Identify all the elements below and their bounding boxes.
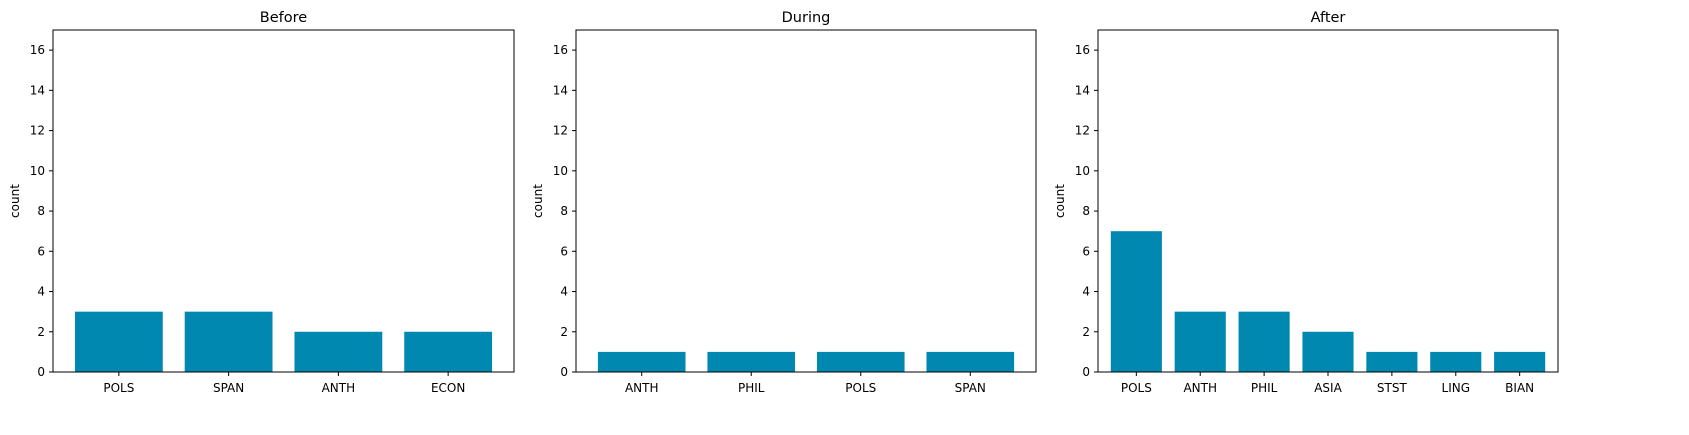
during-ytick-label: 12 xyxy=(553,124,568,138)
after-xtick-label: PHIL xyxy=(1251,381,1278,395)
during-y-axis-label: count xyxy=(531,184,545,218)
after-xtick-label: BIAN xyxy=(1505,381,1534,395)
panel-during: 0 2 4 6 8 10 12 14 16 ANTH PHIL POLS SPAN During count xyxy=(531,10,1037,395)
after-bar-stst xyxy=(1366,351,1418,372)
during-bar-span xyxy=(926,351,1015,372)
before-ytick-label: 0 xyxy=(37,365,45,379)
after-ytick-label: 8 xyxy=(1082,204,1090,218)
before-ytick-label: 12 xyxy=(30,124,45,138)
before-xtick-label: SPAN xyxy=(213,381,244,395)
before-y-axis-label: count xyxy=(8,184,22,218)
after-bar-anth xyxy=(1174,311,1226,372)
before-bar-anth xyxy=(294,331,383,372)
after-y-axis-label: count xyxy=(1053,184,1067,218)
before-ytick-label: 10 xyxy=(30,164,45,178)
after-xtick-label: ASIA xyxy=(1314,381,1342,395)
after-xtick-label: ANTH xyxy=(1183,381,1217,395)
after-xtick-label: POLS xyxy=(1121,381,1152,395)
after-bar-pols xyxy=(1110,231,1162,372)
after-chart-title: After xyxy=(1311,10,1346,26)
panel-before: 0 2 4 6 8 10 12 14 16 POLS SPAN ANTH ECON Before count xyxy=(8,10,515,395)
before-xtick-label: ANTH xyxy=(322,381,356,395)
during-ytick-label: 0 xyxy=(560,365,568,379)
before-ytick-label: 6 xyxy=(37,244,45,258)
during-xtick-label: PHIL xyxy=(738,381,765,395)
during-chart-title: During xyxy=(782,10,831,26)
during-xtick-label: POLS xyxy=(845,381,876,395)
before-chart-title: Before xyxy=(260,10,307,26)
during-ytick-label: 4 xyxy=(560,285,568,299)
after-ytick-label: 12 xyxy=(1075,124,1090,138)
during-ytick-label: 10 xyxy=(553,164,568,178)
after-bar-ling xyxy=(1430,351,1482,372)
before-xtick-label: ECON xyxy=(431,381,465,395)
during-ytick-label: 16 xyxy=(553,43,568,57)
during-bar-phil xyxy=(707,351,796,372)
before-bar-pols xyxy=(74,311,163,372)
panel-after: 0 2 4 6 8 10 12 14 16 POLS ANTH PHIL ASIA STST LING BIA… xyxy=(1053,10,1559,395)
before-ytick-label: 4 xyxy=(37,285,45,299)
after-ytick-label: 4 xyxy=(1082,285,1090,299)
during-ytick-label: 2 xyxy=(560,325,568,339)
during-ytick-label: 8 xyxy=(560,204,568,218)
during-plot-frame xyxy=(575,29,1037,373)
before-xtick-label: POLS xyxy=(103,381,134,395)
after-plot-frame xyxy=(1097,29,1559,373)
during-bar-anth xyxy=(597,351,686,372)
after-xtick-label: LING xyxy=(1442,381,1471,395)
after-ytick-label: 14 xyxy=(1075,83,1090,97)
before-ytick-label: 2 xyxy=(37,325,45,339)
after-ytick-label: 6 xyxy=(1082,244,1090,258)
after-ytick-label: 10 xyxy=(1075,164,1090,178)
during-xtick-label: ANTH xyxy=(625,381,659,395)
before-ytick-label: 16 xyxy=(30,43,45,57)
during-ytick-label: 6 xyxy=(560,244,568,258)
before-bar-span xyxy=(184,311,273,372)
before-ytick-label: 14 xyxy=(30,83,45,97)
after-bar-asia xyxy=(1302,331,1354,372)
after-xtick-label: STST xyxy=(1377,381,1408,395)
during-xtick-label: SPAN xyxy=(955,381,986,395)
during-ytick-label: 14 xyxy=(553,83,568,97)
before-plot-frame xyxy=(52,29,515,373)
before-ytick-label: 8 xyxy=(37,204,45,218)
after-ytick-label: 2 xyxy=(1082,325,1090,339)
before-bar-econ xyxy=(404,331,493,372)
during-bar-pols xyxy=(816,351,905,372)
after-bar-bian xyxy=(1494,351,1546,372)
after-ytick-label: 0 xyxy=(1082,365,1090,379)
after-bar-phil xyxy=(1238,311,1290,372)
after-ytick-label: 16 xyxy=(1075,43,1090,57)
